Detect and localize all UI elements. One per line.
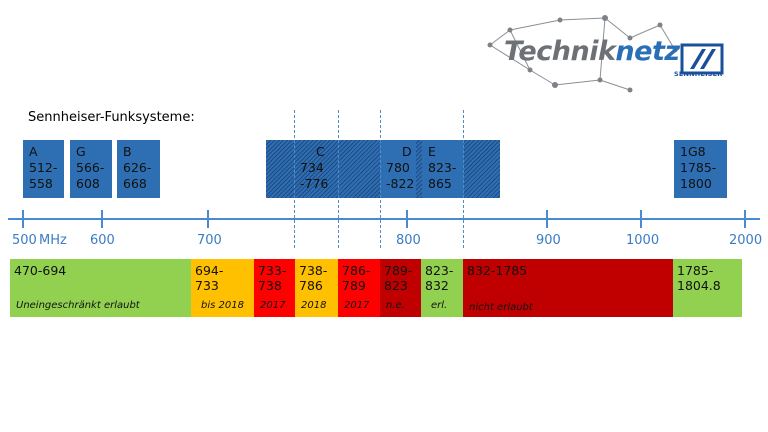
axis-tick [207, 210, 209, 228]
axis-label-600: 600 [90, 233, 115, 248]
axis-tick [22, 210, 24, 228]
band-470-694: 470-694 Uneingeschränkt erlaubt [10, 259, 191, 317]
sennheiser-wordmark: SENNHEISER [674, 70, 723, 78]
system-box-e: E 823- 865 [422, 140, 464, 198]
band-823-832: 823- 832 erl. [421, 259, 463, 317]
band-1785-1804: 1785- 1804.8 [673, 259, 742, 317]
axis-tick [640, 210, 642, 228]
band-733-738: 733- 738 2017 [254, 259, 295, 317]
axis-label-500: 500 [12, 233, 37, 248]
axis-label-800: 800 [396, 233, 421, 248]
axis-label-700: 700 [197, 233, 222, 248]
system-box-1g8: 1G8 1785- 1800 [674, 140, 727, 198]
dashed-marker-line [338, 110, 339, 248]
band-694-733: 694- 733 bis 2018 [191, 259, 254, 317]
frequency-axis [8, 218, 760, 220]
axis-tick [101, 210, 103, 228]
axis-tick [546, 210, 548, 228]
techniknetz-logo: Techniknetz [504, 36, 680, 67]
techniknetz-network-graphic [487, 15, 678, 93]
system-box-b: B 626- 668 [117, 140, 160, 198]
dashed-marker-line [463, 110, 464, 248]
system-box-a: A 512- 558 [23, 140, 64, 198]
band-738-786: 738- 786 2018 [295, 259, 338, 317]
axis-label-2000: 2000 [729, 233, 763, 248]
dashed-marker-line [380, 110, 381, 248]
band-789-823: 789- 823 n.e. [380, 259, 421, 317]
system-box-c: C 734 -776 [300, 144, 329, 191]
axis-unit: MHz [39, 233, 67, 248]
section-title: Sennheiser-Funksysteme: [28, 110, 195, 125]
axis-label-900: 900 [536, 233, 561, 248]
axis-tick [744, 210, 746, 228]
system-box-g: G 566- 608 [70, 140, 112, 198]
axis-label-1000: 1000 [626, 233, 660, 248]
band-832-1785: 832-1785 nicht erlaubt [463, 259, 673, 317]
axis-tick [406, 210, 408, 228]
system-box-d: D 780 -822 [380, 140, 416, 198]
band-786-789: 786- 789 2017 [338, 259, 380, 317]
dashed-marker-line [294, 110, 295, 248]
sennheiser-logo [680, 43, 724, 75]
